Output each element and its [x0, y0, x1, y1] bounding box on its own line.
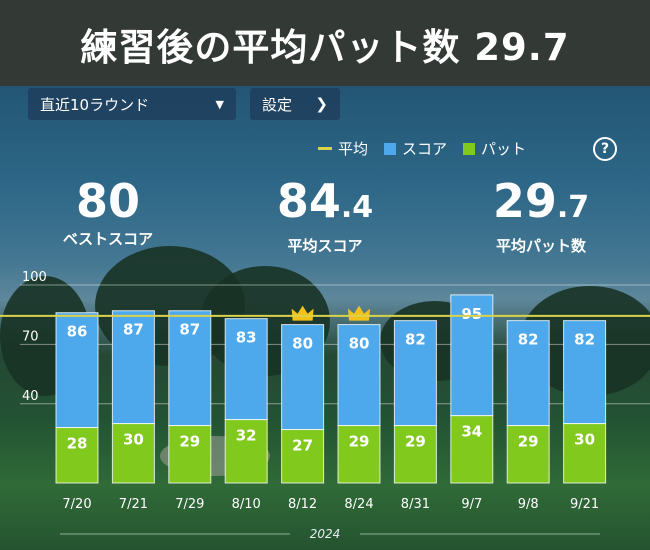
putt-bar	[111, 423, 155, 484]
crown-icon	[291, 305, 314, 321]
best-score-stat: 80 ベストスコア	[23, 176, 193, 249]
best-score-label: ベストスコア	[62, 230, 154, 248]
putt-label: 29	[405, 433, 426, 451]
settings-button[interactable]: 設定 ❯	[250, 88, 340, 120]
score-bar	[111, 310, 155, 425]
putt-label: 34	[461, 423, 482, 441]
x-tick-label: 8/10	[232, 497, 261, 512]
putt-label: 30	[123, 431, 144, 449]
crown-icon	[348, 305, 370, 321]
legend-label-score: スコア	[402, 140, 448, 158]
putt-label: 32	[236, 427, 257, 445]
score-bar	[55, 312, 99, 429]
x-tick-label: 7/21	[119, 497, 148, 512]
score-label: 86	[67, 323, 88, 341]
best-score-value: 80	[75, 174, 140, 228]
score-label: 82	[405, 331, 426, 349]
average-score-value: 84.4	[240, 176, 410, 233]
legend-swatch-score	[384, 142, 397, 155]
score-label: 80	[292, 335, 313, 353]
average-putt-value: 29.7	[456, 176, 626, 233]
x-tick-label: 8/24	[344, 497, 373, 512]
x-tick-label: 8/12	[288, 497, 317, 512]
x-tick-label: 9/7	[461, 497, 482, 512]
putt-bar	[393, 425, 437, 484]
score-bar	[337, 324, 381, 427]
legend-item-score: スコア	[384, 138, 447, 159]
average-putt-label: 平均パット数	[495, 237, 586, 255]
legend-item-average: 平均	[318, 138, 368, 159]
page-title: 練習後の平均パット数 29.7	[0, 0, 650, 86]
score-label: 83	[236, 329, 257, 347]
help-icon[interactable]: ?	[593, 137, 617, 161]
score-bar	[506, 320, 550, 427]
score-label: 87	[123, 321, 144, 339]
average-putt-integer: 29	[492, 174, 557, 228]
caret-down-icon: ▼	[215, 97, 224, 111]
putt-label: 29	[179, 433, 200, 451]
average-score-stat: 84.4 平均スコア	[240, 176, 410, 256]
putt-bar	[450, 415, 494, 484]
period-dropdown[interactable]: 直近10ラウンド ▼	[28, 88, 236, 120]
average-score-decimal: .4	[340, 190, 374, 225]
y-tick-label: 100	[22, 270, 47, 285]
score-bar	[224, 318, 268, 421]
x-tick-label: 7/29	[175, 497, 204, 512]
stats-panel: 直近10ラウンド ▼ 設定 ❯ 平均 スコア パット ? 80 ベストスコア 8…	[0, 86, 650, 550]
year-label: 2024	[310, 527, 341, 541]
score-label: 82	[574, 331, 595, 349]
score-label: 80	[349, 335, 370, 353]
legend-label-putt: パット	[481, 140, 527, 158]
y-tick-label: 40	[22, 389, 39, 404]
average-putt-decimal: .7	[556, 190, 590, 225]
score-label: 95	[461, 305, 482, 323]
putt-label: 28	[67, 435, 88, 453]
putt-bar	[281, 429, 325, 484]
legend-label-average: 平均	[338, 140, 369, 158]
score-chart: 40 70 100 86 28 7/20 87 30 7/21 87 29 7/29 83 32 8/10 8…	[0, 270, 650, 541]
score-bar	[393, 320, 437, 427]
legend-swatch-putt	[463, 142, 476, 155]
putt-label: 29	[518, 433, 539, 451]
settings-button-label: 設定	[262, 95, 293, 114]
average-score-integer: 84	[276, 174, 341, 228]
putt-bar	[506, 425, 550, 484]
putt-label: 29	[349, 433, 370, 451]
score-label: 82	[518, 331, 539, 349]
x-tick-label: 8/31	[401, 497, 430, 512]
putt-bar	[563, 423, 607, 484]
score-bar	[168, 310, 212, 427]
putt-bar	[337, 425, 381, 484]
y-tick-label: 70	[22, 329, 39, 344]
putt-label: 27	[292, 437, 313, 455]
putt-bar	[224, 419, 268, 484]
x-tick-label: 9/8	[518, 497, 539, 512]
x-tick-label: 7/20	[62, 497, 91, 512]
chart-legend: 平均 スコア パット	[318, 138, 542, 159]
putt-label: 30	[574, 431, 595, 449]
legend-item-putt: パット	[463, 138, 526, 159]
average-putt-stat: 29.7 平均パット数	[456, 176, 626, 256]
chevron-right-icon: ❯	[315, 95, 328, 113]
x-tick-label: 9/21	[570, 497, 599, 512]
average-score-label: 平均スコア	[287, 237, 363, 255]
putt-bar	[55, 427, 99, 484]
legend-line-average	[318, 147, 332, 150]
putt-bar	[168, 425, 212, 484]
score-label: 87	[179, 321, 200, 339]
period-dropdown-label: 直近10ラウンド	[40, 95, 150, 114]
